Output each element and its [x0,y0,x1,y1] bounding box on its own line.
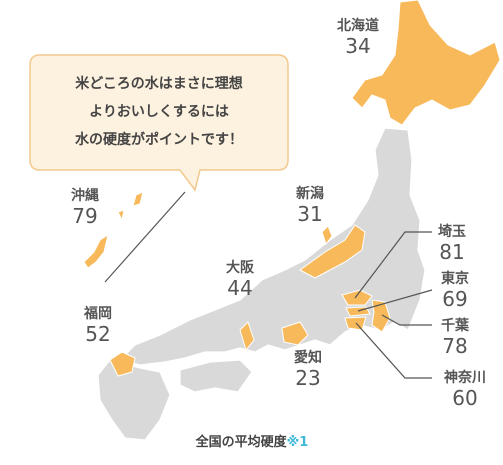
kanagawa [344,316,367,331]
saitama-leader [354,231,432,299]
saitama [341,289,373,306]
tokyo-leader [357,289,433,312]
sado [321,225,333,246]
callout-line: 水の硬度がポイントです！ [75,131,243,148]
footer-note: ※1 [287,435,309,450]
osaka [239,321,255,352]
region-name: 神奈川 [444,369,486,386]
callout-line: 米どころの水はまさに理想 [75,75,243,92]
region-name: 千葉 [441,317,470,334]
region-name: 新潟 [296,185,324,202]
kanagawa-leader [355,322,432,379]
region-name: 沖縄 [71,187,99,204]
region-value: 34 [345,34,370,58]
region-value: 31 [297,202,322,226]
okinawa-1 [132,191,144,207]
kyushu [97,359,171,441]
hokkaido [351,0,501,126]
aichi [281,321,309,346]
region-value: 81 [439,240,464,264]
fukuoka [109,351,136,377]
shikoku [179,359,253,393]
chiba [371,299,391,333]
region-value: 23 [295,366,320,390]
region-name: 福岡 [83,305,112,322]
region-value: 60 [452,386,477,410]
callout-bubble [29,54,289,192]
okinawa-2 [117,209,125,222]
region-name: 北海道 [337,17,379,34]
region-value: 69 [442,287,467,311]
footer: 全国の平均硬度※1 [195,434,309,450]
callout-line: よりおいしくするには [89,104,229,120]
region-value: 52 [85,322,110,346]
niigata [299,224,366,279]
chiba-leader [381,314,432,326]
okinawa-3 [83,233,109,269]
footer-text: 全国の平均硬度 [195,434,288,450]
region-name: 大阪 [226,259,255,276]
region-name: 埼玉 [438,223,466,240]
region-name: 東京 [441,270,469,287]
region-value: 78 [442,334,467,358]
region-value: 44 [227,276,252,300]
region-value: 79 [72,204,97,228]
honshu [118,127,426,366]
okinawa-leader [104,191,186,283]
region-name: 愛知 [294,349,322,366]
